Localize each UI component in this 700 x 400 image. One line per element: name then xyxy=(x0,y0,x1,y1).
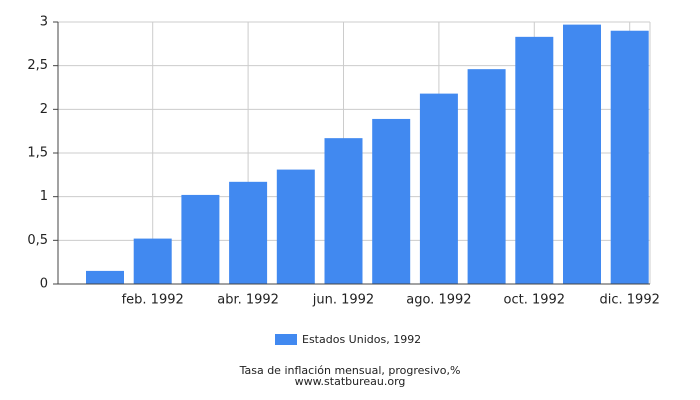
x-tick-label: feb. 1992 xyxy=(122,293,184,308)
y-tick-label: 2 xyxy=(40,102,48,117)
bar xyxy=(181,194,220,284)
legend-label: Estados Unidos, 1992 xyxy=(302,333,421,346)
bar xyxy=(372,118,411,284)
bar xyxy=(467,69,506,284)
bar xyxy=(324,138,363,284)
x-tick-label: jun. 1992 xyxy=(312,293,374,308)
bar xyxy=(133,238,172,284)
y-tick-label: 0 xyxy=(40,277,48,292)
bar xyxy=(419,93,458,284)
bar xyxy=(563,24,601,285)
x-tick-label: oct. 1992 xyxy=(504,293,566,308)
y-tick-label: 3 xyxy=(40,15,48,30)
footer-text: www.statbureau.org xyxy=(295,375,406,388)
footer-text: Tasa de inflación mensual, progresivo,% xyxy=(239,364,461,377)
y-tick-label: 2,5 xyxy=(27,58,48,73)
bar xyxy=(86,270,124,284)
x-tick-label: abr. 1992 xyxy=(217,293,279,308)
bar xyxy=(229,181,268,284)
y-tick-label: 0,5 xyxy=(27,233,48,248)
legend-swatch xyxy=(275,334,297,345)
bar xyxy=(276,169,315,284)
y-tick-label: 1,5 xyxy=(27,146,48,161)
y-tick-label: 1 xyxy=(40,189,48,204)
x-tick-label: ago. 1992 xyxy=(406,293,471,308)
bar xyxy=(610,30,649,284)
x-tick-label: dic. 1992 xyxy=(600,293,660,308)
bar xyxy=(515,36,554,285)
